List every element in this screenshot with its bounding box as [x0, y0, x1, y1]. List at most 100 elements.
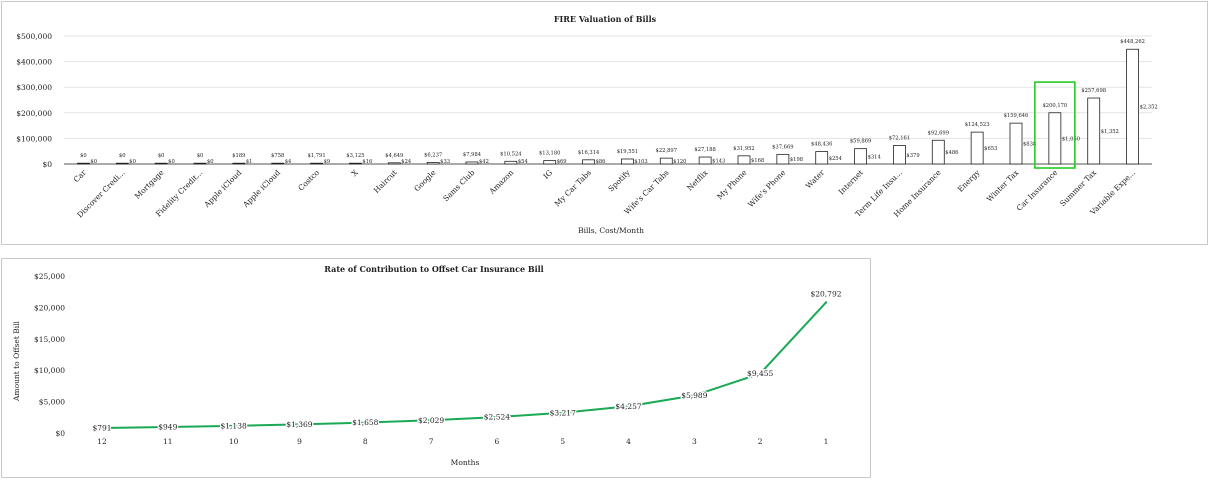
data-point [364, 421, 367, 424]
data-label: $949 [158, 423, 177, 432]
x-tick-label: 2 [758, 437, 763, 446]
data-label: $4,257 [615, 402, 641, 411]
data-point [758, 372, 762, 375]
y-tick-label: $0 [55, 429, 65, 438]
x-axis-label: Bills, Cost/Month [578, 226, 644, 235]
monthly-cost-label: $0 [207, 159, 214, 165]
x-tick-label: 11 [163, 437, 173, 446]
data-point [429, 419, 433, 422]
fire-valuation-chart: FIRE Valuation of Bills Bills, Cost/Mont… [16, 14, 1158, 235]
y-tick-label: $200,000 [16, 109, 52, 118]
bar [154, 162, 168, 165]
x-tick-label: 9 [297, 437, 302, 446]
monthly-cost-label: $103 [634, 159, 647, 165]
bar-value-label: $92,699 [928, 130, 949, 136]
bar [77, 162, 90, 165]
bar [426, 162, 440, 165]
bar [970, 131, 984, 165]
y-tick-label: $15,000 [34, 335, 65, 344]
y-tick-label: $300,000 [16, 83, 52, 92]
chart-title: FIRE Valuation of Bills [554, 14, 657, 24]
y-axis-label: Amount to Offset Bill [12, 320, 21, 401]
data-label: $2,029 [418, 416, 444, 425]
data-point [298, 423, 301, 426]
series-line [101, 301, 827, 430]
x-tick-label: 10 [229, 437, 239, 446]
x-tick-label: 1 [824, 437, 829, 446]
bar [193, 162, 207, 165]
data-point [100, 426, 104, 430]
data-point [166, 425, 170, 429]
bar-value-label: $159,646 [1004, 113, 1029, 119]
x-tick-label: IG [541, 168, 554, 181]
data-label: $1,658 [352, 418, 378, 427]
x-tick-label: My Car Tabs [553, 168, 593, 208]
bar [310, 162, 323, 165]
monthly-cost-label: $838 [1023, 142, 1036, 148]
monthly-cost-label: $379 [906, 153, 919, 159]
data-point [561, 411, 564, 414]
data-point [495, 415, 499, 419]
monthly-cost-label: $486 [945, 150, 958, 156]
monthly-cost-label: $1,352 [1101, 129, 1119, 135]
bar [465, 161, 479, 165]
bar [815, 151, 829, 165]
data-point [232, 424, 235, 428]
bar [1126, 48, 1139, 165]
monthly-cost-label: $9 [324, 159, 331, 165]
y-tick-label: $0 [42, 160, 52, 169]
bar-value-label: $0 [197, 153, 204, 159]
data-label: $2,524 [484, 413, 510, 422]
monthly-cost-label: $2,352 [1140, 105, 1158, 111]
bar-value-label: $257,698 [1081, 88, 1106, 94]
bar-value-label: $0 [158, 153, 165, 159]
bar [1087, 97, 1101, 165]
bar [776, 153, 790, 165]
x-tick-label: 3 [692, 437, 697, 446]
bar-value-label: $758 [271, 153, 284, 159]
y-tick-label: $25,000 [34, 272, 65, 281]
bar [271, 162, 285, 165]
x-tick-label: 4 [626, 437, 631, 446]
x-tick-label: 6 [495, 437, 500, 446]
x-tick-label: Spotify [606, 168, 632, 194]
bar [931, 139, 945, 165]
y-tick-label: $20,000 [34, 303, 65, 312]
data-label: $1,369 [286, 420, 312, 429]
x-tick-label: Netflix [685, 168, 710, 193]
x-tick-label: Amazon [487, 168, 516, 197]
x-tick-label: Summer Tax [1058, 168, 1099, 209]
chart-title: Rate of Contribution to Offset Car Insur… [324, 264, 543, 274]
bar-value-label: $0 [119, 153, 126, 159]
x-tick-label: Water [804, 168, 827, 191]
data-label: $1,138 [221, 421, 247, 430]
bar [621, 158, 634, 165]
monthly-cost-label: $42 [479, 159, 489, 165]
bar-value-label: $7,984 [463, 152, 482, 158]
monthly-cost-label: $54 [518, 159, 529, 165]
monthly-cost-label: $4 [285, 159, 292, 165]
bar [1048, 112, 1062, 165]
x-axis-label: Months [451, 458, 480, 467]
monthly-cost-label: $1,050 [1062, 136, 1080, 142]
bar [1009, 122, 1023, 165]
x-tick-label: X [350, 168, 361, 179]
monthly-cost-label: $314 [868, 154, 882, 160]
bar [582, 159, 595, 165]
x-tick-label: 5 [560, 437, 565, 446]
contribution-chart: Rate of Contribution to Offset Car Insur… [12, 264, 843, 467]
bar-value-label: $448,262 [1120, 39, 1145, 45]
x-tick-label: Mortgage [133, 168, 166, 201]
data-label: $20,792 [810, 289, 841, 298]
bar-value-label: $3,125 [346, 153, 364, 159]
data-label: $5,989 [681, 391, 707, 400]
x-tick-label: Apple iCloud [240, 168, 282, 210]
x-tick-label: 12 [97, 437, 107, 446]
x-tick-label: Apple iCloud [202, 168, 244, 210]
monthly-cost-label: $0 [90, 159, 97, 165]
bar-value-label: $4,649 [385, 153, 403, 159]
bar [543, 160, 557, 165]
y-tick-label: $500,000 [16, 32, 52, 41]
bar [854, 148, 867, 165]
bar-value-label: $0 [80, 153, 87, 159]
